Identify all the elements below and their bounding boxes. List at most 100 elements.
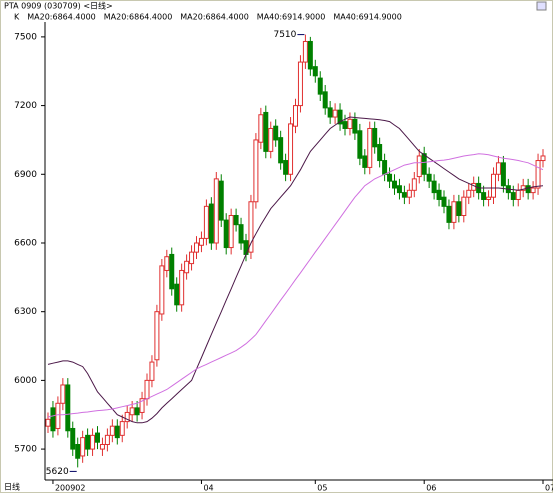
candle-body <box>45 418 51 427</box>
candle-body <box>268 127 274 152</box>
candle-body <box>322 91 328 109</box>
y-tick-label: 6900 <box>14 170 37 180</box>
candle-body <box>530 187 536 194</box>
candle-body <box>372 127 378 148</box>
candle-body <box>441 196 447 207</box>
candle-body <box>401 192 407 198</box>
y-tick-label: 6000 <box>14 376 37 386</box>
candle-body <box>159 265 165 315</box>
candle-body <box>238 224 244 244</box>
candle-body <box>525 185 531 194</box>
candle-body <box>99 444 105 450</box>
candle-body <box>95 432 100 443</box>
period-label: 日线 <box>4 482 20 492</box>
candle-body <box>144 379 150 400</box>
candle-body <box>436 189 442 200</box>
candle-body <box>55 402 61 429</box>
candle-body <box>184 260 190 274</box>
candle-body <box>75 444 81 459</box>
candle-body <box>203 205 209 239</box>
y-tick-label: 6300 <box>14 307 37 317</box>
candle-body <box>179 269 185 306</box>
candle-body <box>90 434 96 450</box>
candle-body <box>377 144 383 162</box>
candle-body <box>535 160 541 189</box>
candle-body <box>337 109 343 125</box>
candle-body <box>302 40 308 63</box>
legend-entry: MA20:6864.4000 <box>104 13 173 22</box>
candle-body <box>124 411 130 423</box>
candle-body <box>466 189 472 198</box>
candle-body <box>208 203 214 244</box>
candle-body <box>139 398 145 413</box>
candle-body <box>540 155 546 162</box>
candle-body <box>50 407 56 432</box>
candle-body <box>446 205 452 223</box>
candle-body <box>278 137 284 164</box>
candle-body <box>312 66 318 77</box>
candle-body <box>189 251 195 265</box>
candle-body <box>392 180 397 189</box>
candle-body <box>416 155 422 178</box>
candle-body <box>451 201 457 223</box>
candle-body <box>65 384 71 432</box>
candle-body <box>367 127 373 168</box>
settings-icon[interactable] <box>536 1 547 11</box>
candle-body <box>134 407 140 416</box>
candle-body <box>258 114 264 143</box>
candle-body <box>382 160 388 175</box>
candle-body <box>80 437 86 457</box>
x-tick-label: 04 <box>203 484 213 493</box>
candle-body <box>149 361 155 381</box>
candle-body <box>461 196 467 217</box>
candle-body <box>154 311 160 361</box>
ma-line <box>47 153 544 418</box>
candle-body <box>495 162 501 175</box>
candle-body <box>263 111 269 152</box>
candle-body <box>109 425 115 436</box>
candle-body <box>223 219 229 249</box>
candle-body <box>283 160 289 175</box>
candle-body <box>431 180 437 194</box>
x-tick-label: 200902 <box>55 484 86 493</box>
candle-body <box>174 283 180 306</box>
candle-body <box>332 109 338 118</box>
min-label: 5620 <box>46 467 69 477</box>
candle-body <box>104 434 110 446</box>
candle-body <box>218 180 224 221</box>
candle-body <box>486 196 492 200</box>
candle-body <box>273 125 279 141</box>
candle-body <box>307 40 313 70</box>
candle-body <box>169 253 175 290</box>
candle-body <box>293 105 298 127</box>
candle-body <box>362 155 368 168</box>
candle-body <box>213 178 219 244</box>
x-tick-label: 07 <box>545 484 553 493</box>
candle-body <box>500 162 506 187</box>
candle-body <box>481 192 487 200</box>
candle-body <box>387 173 393 182</box>
max-label: 7510 <box>273 30 296 40</box>
candle-body <box>515 189 521 200</box>
chart-title: PTA 0909 (030709) <日线> <box>4 1 113 11</box>
candle-body <box>129 407 135 416</box>
candle-body <box>317 77 323 95</box>
candle-body <box>327 107 333 118</box>
legend-entry: MA40:6914.9000 <box>333 13 402 22</box>
candle-body <box>248 201 254 253</box>
candle-body <box>297 61 303 107</box>
legend-entry: K <box>14 13 20 22</box>
candle-body <box>342 121 348 129</box>
candle-body <box>114 425 120 439</box>
candle-body <box>119 421 125 436</box>
x-tick-label: 06 <box>426 484 436 493</box>
legend-entry: MA40:6914.9000 <box>257 13 326 22</box>
candle-body <box>253 139 259 203</box>
candle-body <box>406 189 412 198</box>
candle-body <box>352 118 358 134</box>
legend-entry: MA20:6864.4000 <box>27 13 96 22</box>
candle-body <box>411 178 417 191</box>
y-tick-label: 5700 <box>14 445 37 455</box>
